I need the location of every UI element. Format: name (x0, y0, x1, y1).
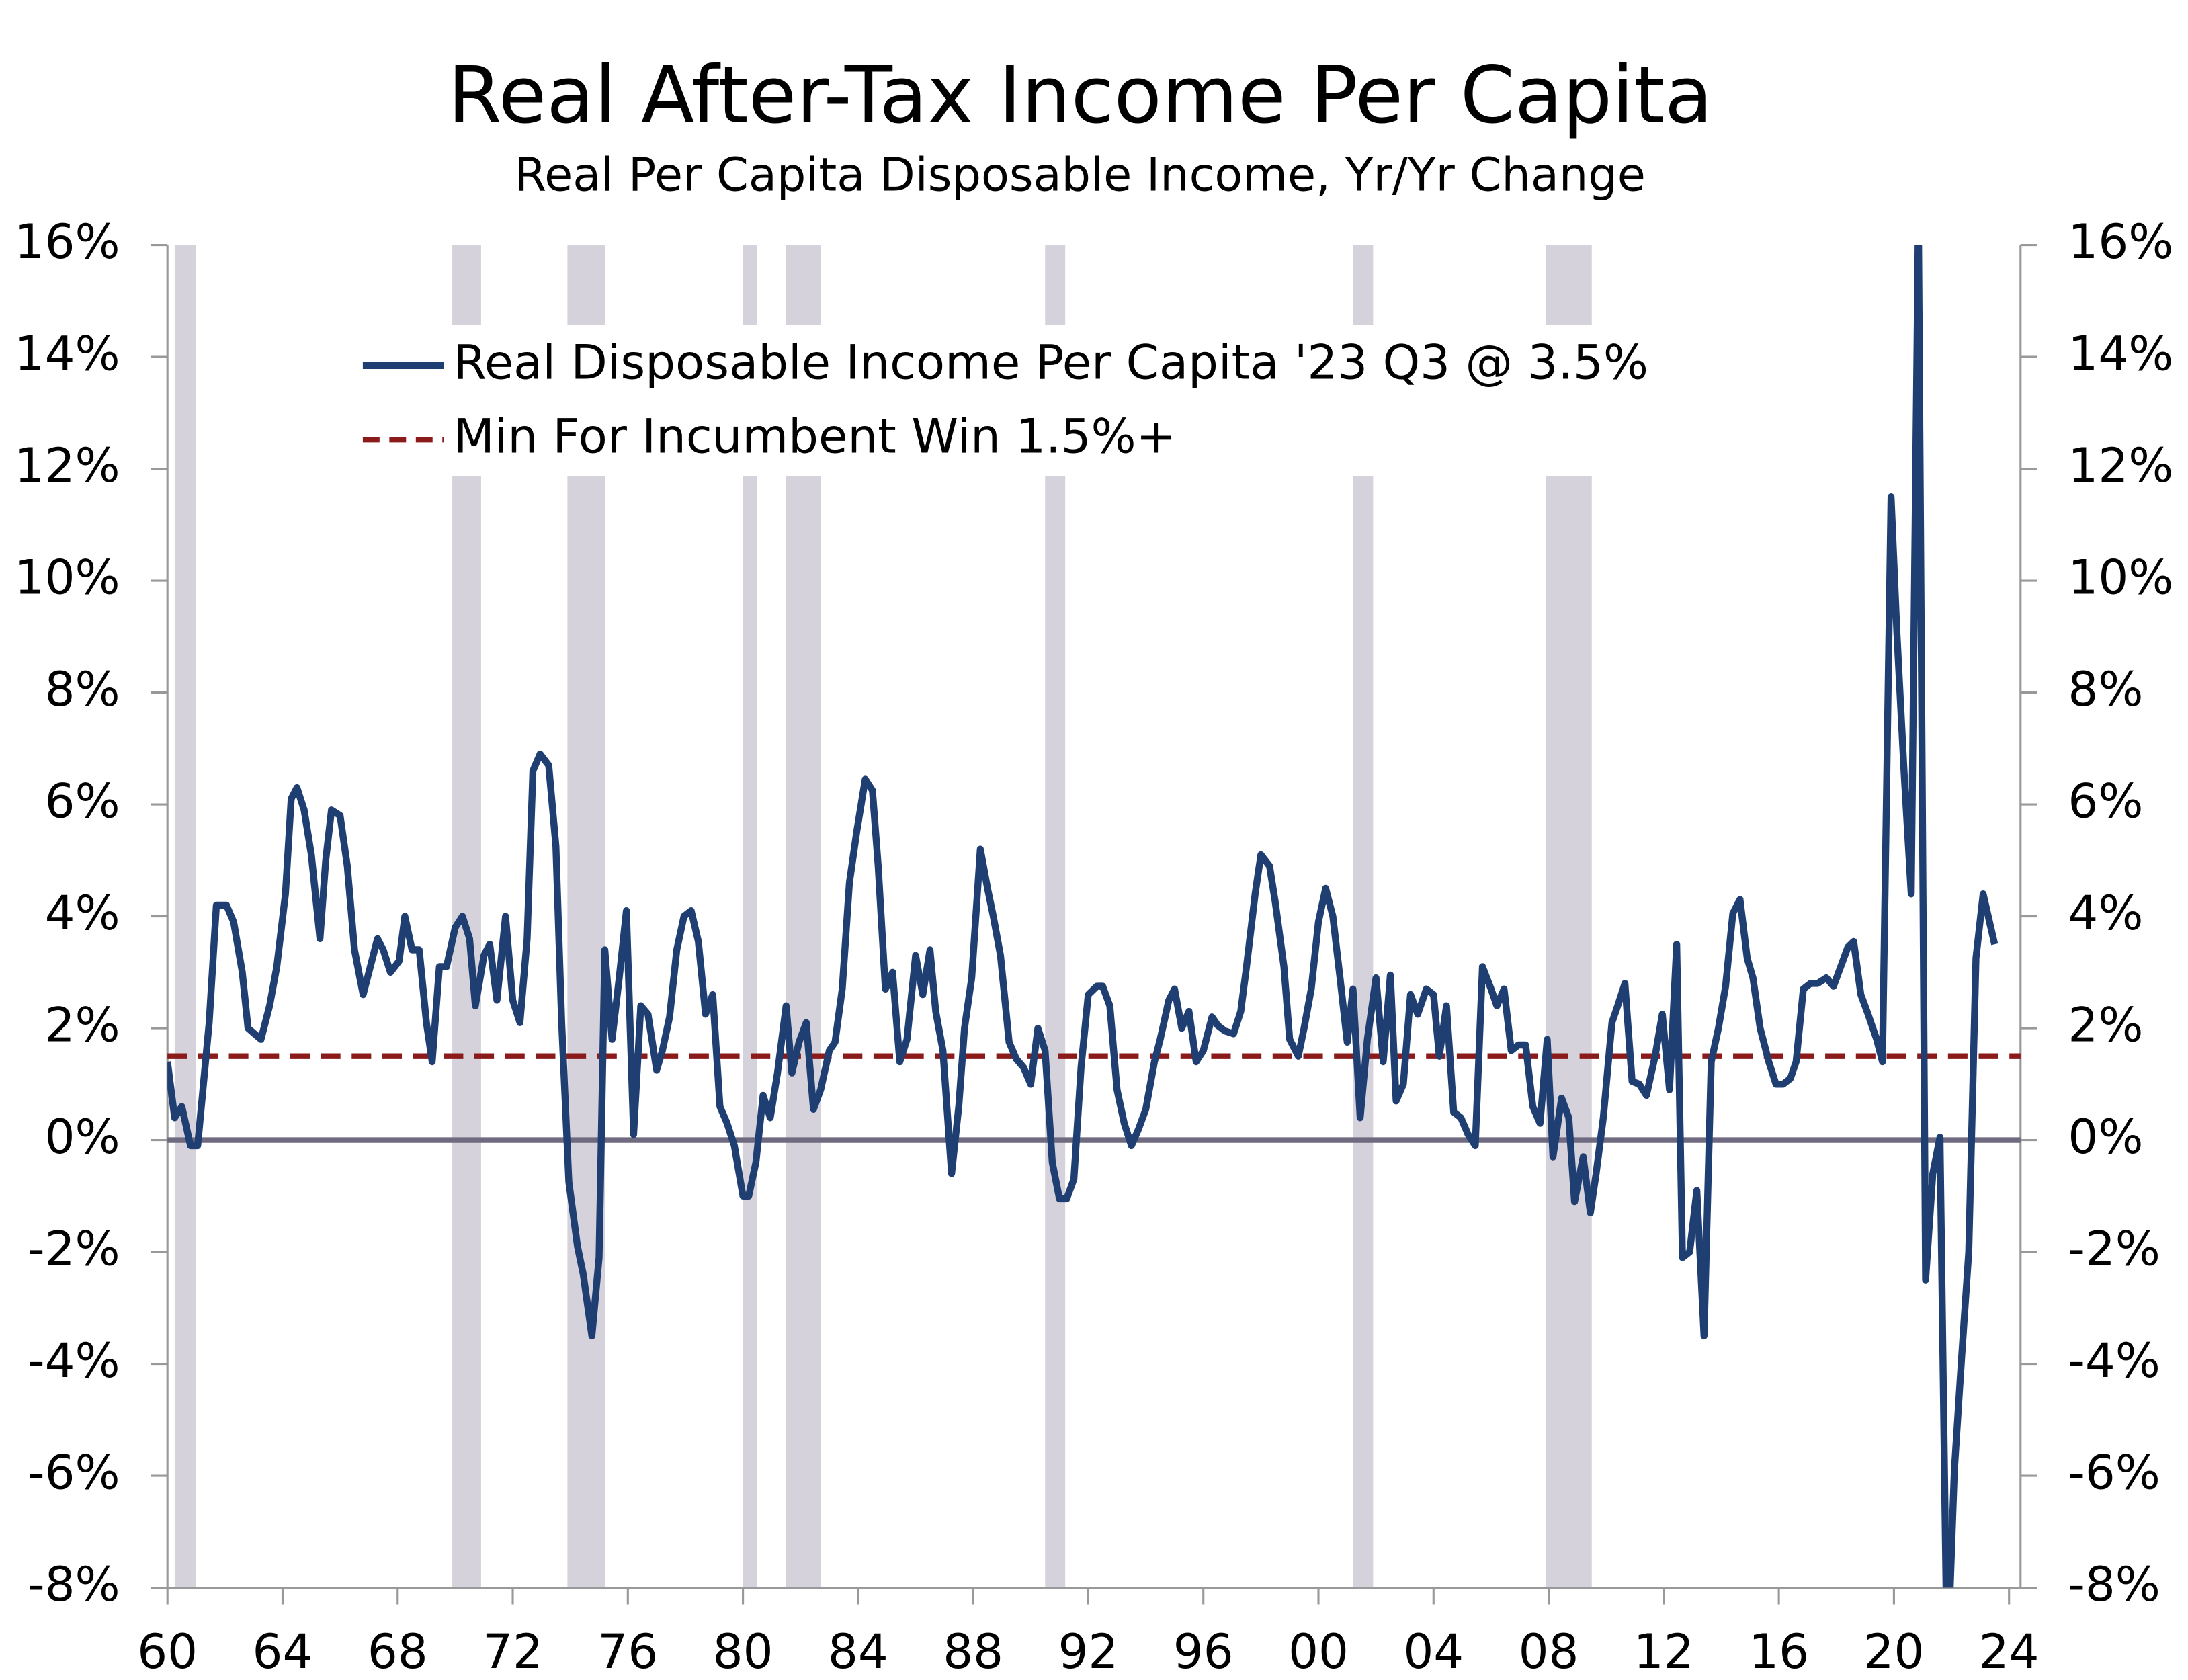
x-tick-label: 20 (1863, 1624, 1924, 1679)
y-tick-label: 2% (45, 997, 120, 1052)
y-tick-label: 14% (15, 326, 120, 382)
y2-tick-label: 0% (2068, 1109, 2143, 1165)
series-line (167, 245, 1998, 1588)
y-tick-label: 6% (45, 773, 120, 829)
x-tick-label: 68 (368, 1624, 428, 1679)
x-tick-label: 12 (1634, 1624, 1694, 1679)
y-tick-label: 10% (15, 550, 120, 605)
y-tick-label: 8% (45, 661, 120, 717)
y2-tick-label: 10% (2068, 550, 2173, 605)
y2-tick-label: -6% (2068, 1444, 2160, 1500)
legend-box (349, 325, 1730, 476)
y-tick-label: -2% (28, 1220, 120, 1276)
y2-tick-label: 14% (2068, 326, 2173, 382)
x-tick-label: 60 (137, 1624, 198, 1679)
legend-label: Real Disposable Income Per Capita '23 Q3… (454, 334, 1648, 390)
x-tick-label: 08 (1519, 1624, 1579, 1679)
y-tick-label: 4% (45, 885, 120, 941)
y2-tick-label: -4% (2068, 1333, 2160, 1388)
x-tick-label: 80 (713, 1624, 773, 1679)
chart-title: Real After-Tax Income Per Capita (448, 50, 1712, 141)
chart-subtitle: Real Per Capita Disposable Income, Yr/Yr… (515, 149, 1646, 202)
y2-tick-label: 8% (2068, 661, 2143, 717)
y-tick-label: 12% (15, 437, 120, 493)
y-tick-label: -8% (28, 1556, 120, 1612)
x-tick-label: 72 (482, 1624, 543, 1679)
x-tick-label: 76 (597, 1624, 658, 1679)
x-tick-label: 88 (943, 1624, 1003, 1679)
x-tick-label: 64 (253, 1624, 313, 1679)
y2-tick-label: -2% (2068, 1220, 2160, 1276)
x-tick-label: 92 (1058, 1624, 1119, 1679)
y-tick-label: -6% (28, 1444, 120, 1500)
x-tick-label: 24 (1979, 1624, 2039, 1679)
y-tick-label: -4% (28, 1333, 120, 1388)
y2-tick-label: 4% (2068, 885, 2143, 941)
plot-area (167, 245, 1998, 1588)
recession-band (743, 245, 758, 1588)
x-tick-label: 04 (1403, 1624, 1464, 1679)
y2-tick-label: -8% (2068, 1556, 2160, 1612)
y2-tick-label: 6% (2068, 773, 2143, 829)
y2-tick-label: 2% (2068, 997, 2143, 1052)
x-tick-label: 00 (1288, 1624, 1349, 1679)
y2-tick-label: 16% (2068, 214, 2173, 269)
x-tick-label: 96 (1173, 1624, 1234, 1679)
y-tick-label: 0% (45, 1109, 120, 1165)
y2-tick-label: 12% (2068, 437, 2173, 493)
recession-band (174, 245, 197, 1588)
x-tick-label: 16 (1749, 1624, 1809, 1679)
y-tick-label: 16% (15, 214, 120, 269)
x-tick-label: 84 (828, 1624, 888, 1679)
legend-label: Min For Incumbent Win 1.5%+ (454, 409, 1176, 464)
